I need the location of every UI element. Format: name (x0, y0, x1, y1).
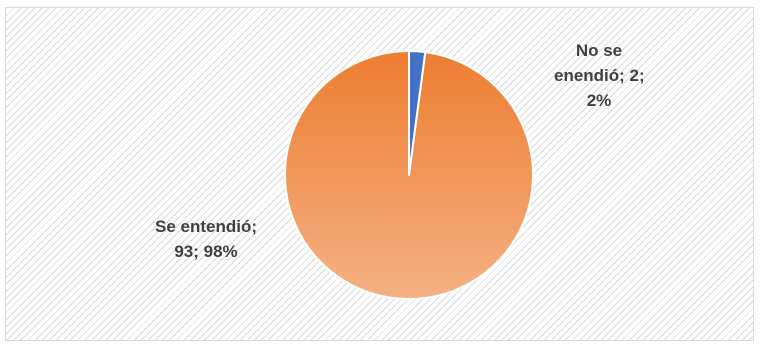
data-label-se-entendio: Se entendió; 93; 98% (126, 214, 286, 264)
data-label-no-se-entendio: No se enendió; 2; 2% (554, 38, 645, 113)
pie-slices (284, 50, 534, 300)
data-label-line: 2% (586, 91, 612, 110)
data-label-line: No se (575, 41, 623, 60)
chart-area: No se enendió; 2; 2% Se entendió; 93; 98… (5, 7, 754, 341)
data-label-line: Se entendió; (154, 217, 257, 236)
pie-chart (284, 50, 534, 300)
data-label-line: enendió; 2; (554, 66, 645, 85)
data-label-line: 93; 98% (174, 242, 238, 261)
pie-slice-se-entendio (284, 50, 534, 300)
